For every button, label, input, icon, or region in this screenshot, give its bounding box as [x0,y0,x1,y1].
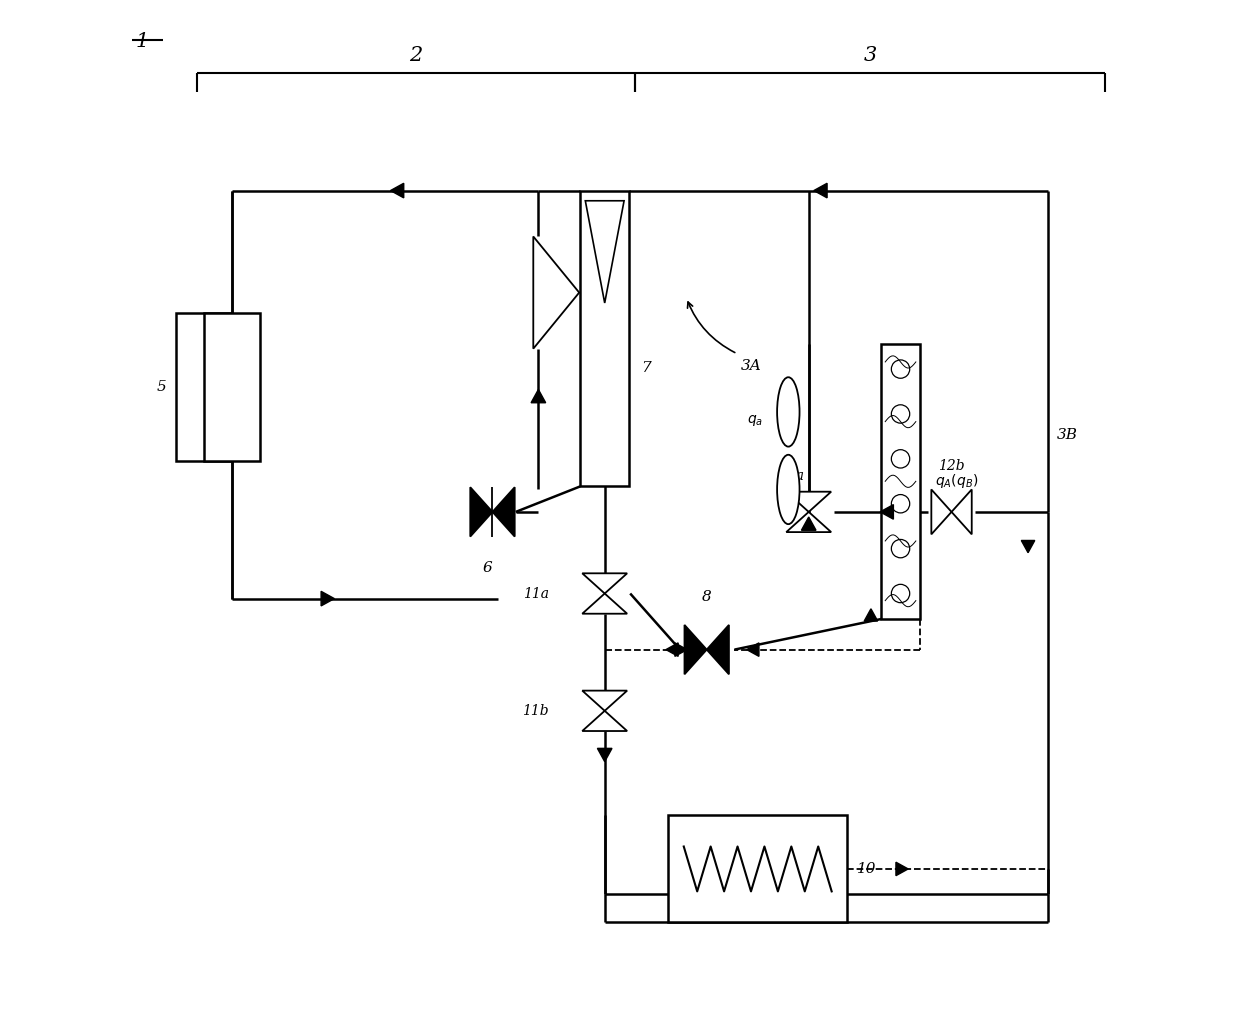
Text: 11a: 11a [522,586,548,601]
Polygon shape [666,643,678,657]
Polygon shape [583,710,627,731]
Polygon shape [391,183,404,197]
Polygon shape [533,237,579,348]
Ellipse shape [777,377,800,447]
Bar [580,190,629,486]
Text: $q_A(q_B)$: $q_A(q_B)$ [935,473,978,490]
Polygon shape [786,492,831,512]
Polygon shape [746,643,759,657]
Polygon shape [880,505,893,519]
Polygon shape [786,512,831,533]
Text: 11b: 11b [522,704,548,718]
Text: 8: 8 [702,589,712,604]
Text: 6: 6 [482,560,492,575]
Polygon shape [1022,541,1034,553]
Text: $q_a$: $q_a$ [746,413,763,428]
Polygon shape [675,643,687,657]
Text: 10: 10 [857,862,877,876]
Text: 5: 5 [156,379,166,394]
Polygon shape [585,201,624,303]
Polygon shape [813,183,827,197]
Polygon shape [470,487,492,537]
Text: 7: 7 [641,361,651,375]
Polygon shape [492,487,515,537]
Text: 12b: 12b [939,459,965,474]
Polygon shape [598,749,613,762]
Polygon shape [684,625,707,674]
Text: 2: 2 [409,47,423,65]
Polygon shape [321,591,335,606]
Bar [882,343,920,619]
Text: 3A: 3A [740,359,761,373]
Polygon shape [864,609,878,621]
Polygon shape [707,625,729,674]
Polygon shape [801,517,816,530]
Polygon shape [897,862,908,876]
Polygon shape [583,594,627,614]
Polygon shape [931,489,951,535]
Bar [176,313,232,461]
Bar [668,816,847,922]
Polygon shape [583,691,627,710]
Text: 3: 3 [863,47,877,65]
Text: 1: 1 [135,32,149,52]
Ellipse shape [777,455,800,524]
Polygon shape [951,489,972,535]
Text: 4: 4 [584,285,594,300]
Polygon shape [583,573,627,594]
Bar [205,313,260,461]
Text: 5: 5 [180,379,188,394]
Polygon shape [531,390,546,403]
Text: 12a: 12a [777,469,804,483]
Text: 3B: 3B [1056,428,1078,443]
